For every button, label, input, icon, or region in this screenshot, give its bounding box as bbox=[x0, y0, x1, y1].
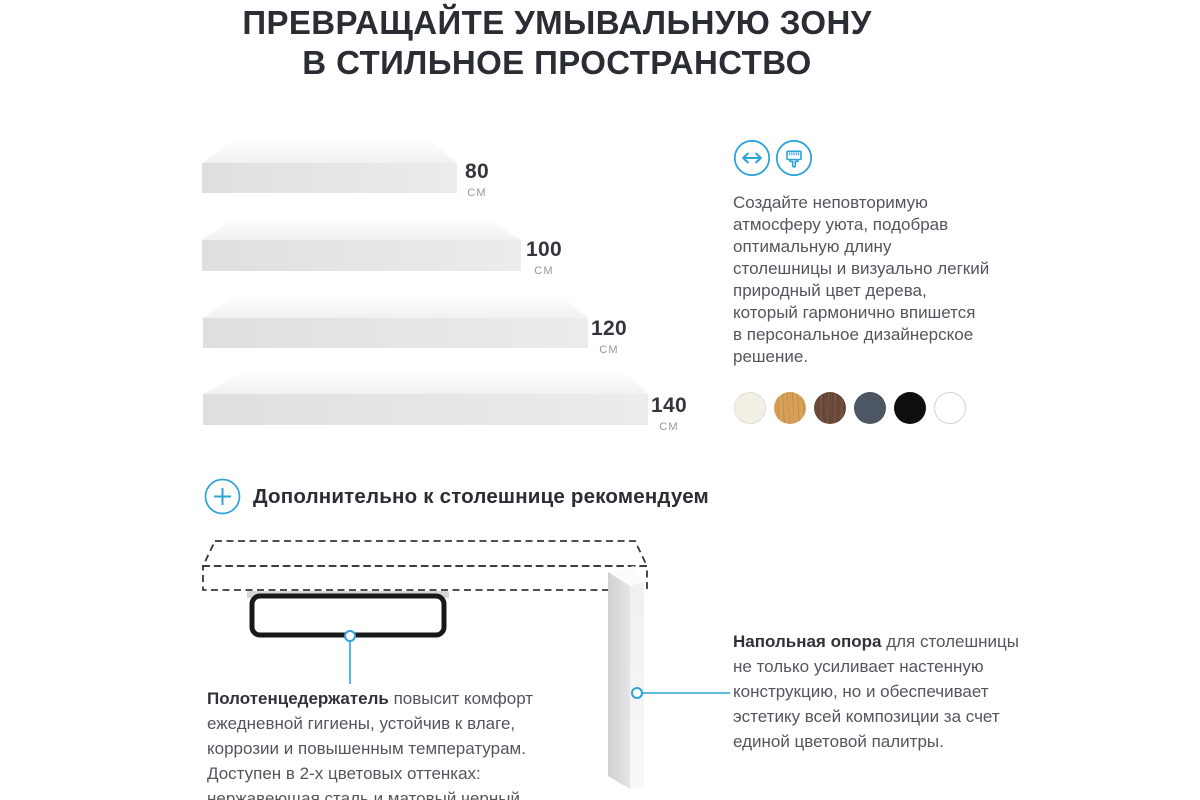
dashed-countertop-front bbox=[202, 565, 648, 591]
towel-holder-callout-dot bbox=[344, 630, 356, 642]
countertop-front-face bbox=[203, 318, 588, 348]
floor-support-top-face bbox=[608, 566, 644, 586]
size-label-120: 120 СМ bbox=[585, 317, 633, 356]
feature-description: Создайте неповторимую атмосферу уюта, по… bbox=[733, 192, 1023, 368]
countertop-front-face bbox=[203, 394, 648, 425]
size-value: 120 bbox=[591, 317, 627, 340]
size-unit: СМ bbox=[659, 421, 679, 433]
countertop-top-face bbox=[202, 216, 521, 240]
floor-support-lead: Напольная опора bbox=[733, 632, 882, 651]
countertop-front-face bbox=[202, 163, 457, 193]
color-swatch-black[interactable] bbox=[894, 392, 926, 424]
description-line: Создайте неповторимую bbox=[733, 193, 928, 212]
color-swatch-slate-gray[interactable] bbox=[854, 392, 886, 424]
countertop-front-face bbox=[202, 240, 521, 271]
floor-support-side-face bbox=[608, 572, 630, 789]
floor-support-note: Напольная опора для столешницы не только… bbox=[733, 629, 1023, 754]
size-value: 80 bbox=[465, 160, 489, 183]
size-label-100: 100 СМ bbox=[520, 238, 568, 277]
description-line: столешницы и визуально легкий bbox=[733, 259, 990, 278]
size-value: 100 bbox=[526, 238, 562, 261]
size-label-140: 140 СМ bbox=[645, 394, 693, 433]
description-line: который гармонично впишется bbox=[733, 303, 976, 322]
towel-holder-lead: Полотенцедержатель bbox=[207, 689, 389, 708]
floor-support-text: для столешницы не только усиливает насте… bbox=[733, 632, 1019, 751]
recommend-section-header: Дополнительно к столешнице рекомендуем bbox=[204, 478, 709, 515]
description-line: природный цвет дерева, bbox=[733, 281, 927, 300]
size-label-80: 80 СМ bbox=[453, 160, 501, 199]
color-swatch-ivory[interactable] bbox=[734, 392, 766, 424]
countertop-top-face bbox=[202, 138, 457, 163]
description-line: оптимальную длину bbox=[733, 237, 892, 256]
countertop-top-face bbox=[203, 370, 648, 394]
countertop-top-face bbox=[203, 294, 588, 318]
size-unit: СМ bbox=[467, 187, 487, 199]
description-line: в персональное дизайнерское bbox=[733, 325, 974, 344]
size-unit: СМ bbox=[534, 265, 554, 277]
size-value: 140 bbox=[651, 394, 687, 417]
description-line: атмосферу уюта, подобрав bbox=[733, 215, 949, 234]
countertop-80 bbox=[202, 138, 457, 193]
countertop-120 bbox=[203, 294, 588, 348]
width-arrows-icon bbox=[733, 139, 771, 177]
countertop-140 bbox=[203, 370, 648, 425]
page-title-line2: В СТИЛЬНОЕ ПРОСТРАНСТВО bbox=[302, 44, 812, 81]
feature-icons bbox=[733, 139, 813, 177]
floor-support-callout-dot bbox=[631, 687, 643, 699]
floor-support-front-face bbox=[630, 582, 644, 789]
paint-brush-icon bbox=[775, 139, 813, 177]
color-swatch-white[interactable] bbox=[934, 392, 966, 424]
towel-holder-note: Полотенцедержатель повысит комфорт ежедн… bbox=[207, 686, 542, 800]
countertop-100 bbox=[202, 216, 521, 271]
color-swatch-dark-walnut[interactable] bbox=[814, 392, 846, 424]
dashed-countertop-top bbox=[201, 540, 649, 567]
plus-icon bbox=[204, 478, 241, 515]
description-line: решение. bbox=[733, 347, 809, 366]
towel-holder-text: повысит комфорт ежедневной гигиены, усто… bbox=[207, 689, 534, 800]
towel-holder-plate bbox=[247, 591, 449, 598]
color-swatch-row bbox=[734, 392, 966, 424]
recommend-heading: Дополнительно к столешнице рекомендуем bbox=[253, 484, 709, 508]
towel-holder-illustration bbox=[249, 593, 447, 638]
page-title-line1: ПРЕВРАЩАЙТЕ УМЫВАЛЬНУЮ ЗОНУ bbox=[242, 4, 872, 41]
page-title: ПРЕВРАЩАЙТЕ УМЫВАЛЬНУЮ ЗОНУ В СТИЛЬНОЕ П… bbox=[57, 3, 1057, 83]
size-unit: СМ bbox=[599, 344, 619, 356]
color-swatch-light-oak[interactable] bbox=[774, 392, 806, 424]
